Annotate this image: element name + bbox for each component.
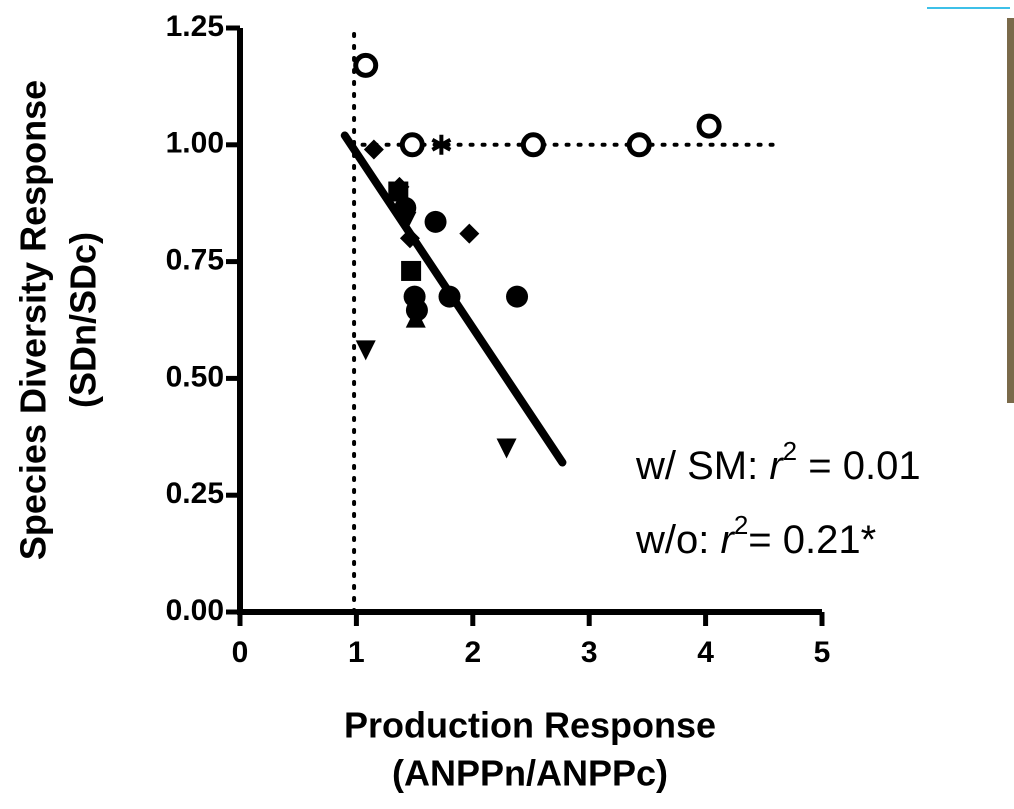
x-tick-label: 0 <box>232 636 249 669</box>
point <box>355 340 376 361</box>
point <box>506 285 529 308</box>
x-tick-label: 2 <box>464 636 481 669</box>
point <box>353 52 379 78</box>
point <box>388 181 409 202</box>
x-tick-label: 5 <box>814 636 831 669</box>
point <box>520 132 546 158</box>
point <box>696 113 722 139</box>
point <box>626 132 652 158</box>
annotation-part: w/o: <box>635 518 720 562</box>
x-tick-label: 1 <box>348 636 365 669</box>
point <box>399 132 425 158</box>
annotation-part: r <box>720 518 735 562</box>
x-axis-label: (ANPPn/ANPPc) <box>392 753 668 794</box>
annotation: w/o: r2= 0.21* <box>635 510 876 562</box>
annotation-part: 2 <box>734 510 748 540</box>
point <box>459 223 480 244</box>
point <box>363 139 384 160</box>
y-axis-label: (SDn/SDc) <box>63 232 104 408</box>
point <box>399 228 420 249</box>
y-tick-label: 0.25 <box>166 477 224 510</box>
photo <box>1007 18 1014 403</box>
y-tick-label: 1.25 <box>166 10 224 43</box>
y-tick-label: 0.00 <box>166 594 224 627</box>
x-tick-label: 4 <box>697 636 714 669</box>
y-tick-label: 0.50 <box>166 360 224 393</box>
x-tick-label: 3 <box>581 636 598 669</box>
point <box>496 438 517 459</box>
y-tick-label: 0.75 <box>166 244 224 277</box>
point <box>401 260 422 281</box>
y-axis-label: Species Diversity Response <box>13 80 54 560</box>
point <box>424 210 447 233</box>
y-tick-label: 1.00 <box>166 127 224 160</box>
annotation-part: w/ SM: <box>635 444 769 488</box>
point <box>431 134 452 155</box>
point <box>438 285 461 308</box>
annotation-part: = 0.01 <box>797 444 920 488</box>
annotation-part: r <box>769 444 784 488</box>
annotation: w/ SM: r2 = 0.01 <box>635 436 921 488</box>
x-axis-label: Production Response <box>344 705 716 746</box>
annotation-part: = 0.21* <box>748 518 876 562</box>
point <box>396 211 417 232</box>
annotation-part: 2 <box>783 436 797 466</box>
point <box>405 307 426 328</box>
